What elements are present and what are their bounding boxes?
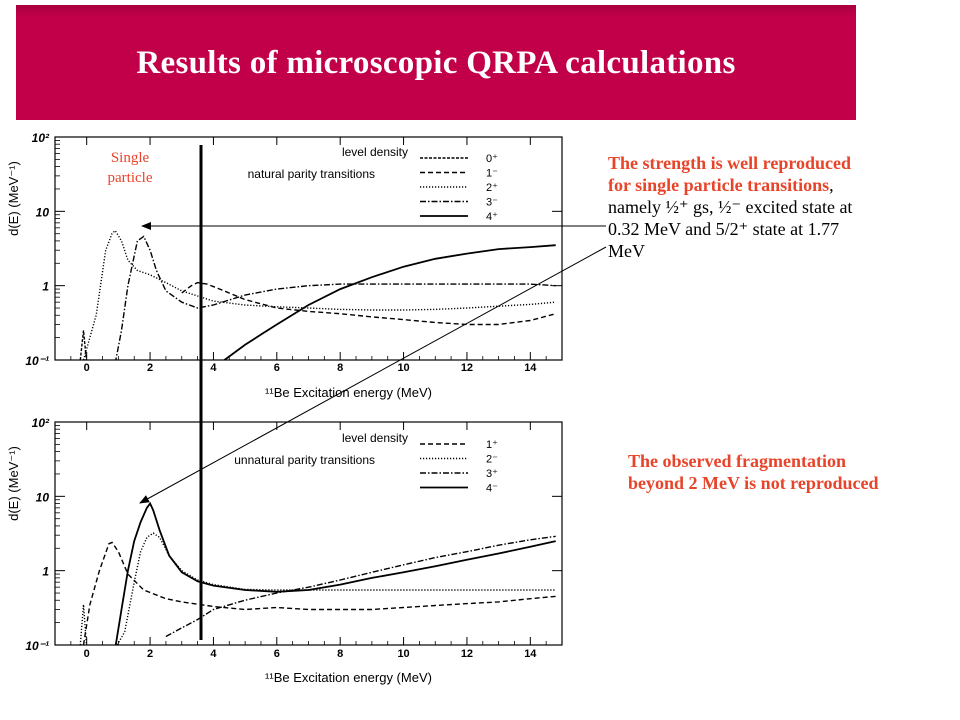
legend-label: 2⁺ xyxy=(486,182,498,194)
legend-label: 1⁻ xyxy=(486,168,498,180)
legend-label: 3⁺ xyxy=(486,468,498,480)
x-tick-label: 8 xyxy=(337,648,343,660)
title-banner: Results of microscopic QRPA calculations xyxy=(16,5,856,120)
banner-shading xyxy=(16,5,856,17)
x-tick-label: 12 xyxy=(461,648,473,660)
x-tick-label: 6 xyxy=(274,648,280,660)
series-line xyxy=(165,535,556,638)
note-strength-reproduced: The strength is well reproduced for sing… xyxy=(608,152,868,262)
x-tick-label: 0 xyxy=(84,362,90,374)
x-tick-label: 4 xyxy=(210,362,217,374)
series-line xyxy=(82,541,556,645)
x-axis-label: ¹¹Be Excitation energy (MeV) xyxy=(265,385,432,400)
y-tick-label: 10⁻¹ xyxy=(25,639,49,653)
legend-label: 4⁺ xyxy=(486,211,498,223)
legend-label: 2⁻ xyxy=(486,454,498,466)
legend-heading: level density xyxy=(342,431,408,445)
x-tick-label: 12 xyxy=(461,362,473,374)
y-tick-label: 1 xyxy=(42,280,49,294)
chart-unnatural-parity: 0 2 4 6 8 10 12 14 10⁻¹ 1 10 10² ¹¹Be Excitation ene… xyxy=(6,416,563,685)
legend-heading: unnatural parity transitions xyxy=(234,453,375,467)
y-tick-label: 10² xyxy=(32,416,50,430)
x-tick-label: 4 xyxy=(210,648,217,660)
y-axis-label: d(E) (MeV⁻¹) xyxy=(6,161,21,236)
x-tick-label: 14 xyxy=(524,362,537,374)
legend-label: 0⁺ xyxy=(486,153,498,165)
x-tick-label: 0 xyxy=(84,648,90,660)
x-tick-label: 14 xyxy=(524,648,537,660)
y-tick-label: 1 xyxy=(42,565,49,579)
series-line xyxy=(222,244,556,360)
single-particle-line-2: particle xyxy=(107,170,153,186)
series-line xyxy=(181,281,556,326)
note-strength-plain: , namely ½⁺ gs, ½⁻ excited state at 0.32… xyxy=(608,175,853,261)
series-line xyxy=(79,330,88,360)
x-tick-label: 6 xyxy=(274,362,280,374)
x-tick-label: 2 xyxy=(147,362,153,374)
series-line xyxy=(115,235,556,360)
legend-heading: level density xyxy=(342,145,408,159)
chart-natural-parity: 0 2 4 6 8 10 12 14 10⁻¹ 1 10 10² ¹¹Be Excitation ene… xyxy=(6,131,563,400)
legend-label: 3⁻ xyxy=(486,197,498,209)
y-tick-label: 10 xyxy=(36,205,50,219)
y-axis-label: d(E) (MeV⁻¹) xyxy=(6,446,21,521)
x-tick-label: 2 xyxy=(147,648,153,660)
arrow-fragmentation xyxy=(139,246,607,504)
series-line xyxy=(82,229,556,360)
y-tick-label: 10⁻¹ xyxy=(25,354,49,368)
legend-label: 1⁺ xyxy=(486,439,498,451)
x-axis-label: ¹¹Be Excitation energy (MeV) xyxy=(265,670,432,685)
single-particle-line-1: Single xyxy=(110,150,150,166)
legend-heading: natural parity transitions xyxy=(248,167,375,181)
note-strength-bold: The strength is well reproduced for sing… xyxy=(608,153,852,195)
x-tick-label: 8 xyxy=(337,362,343,374)
single-particle-label: Single particle xyxy=(90,148,170,188)
legend-label: 4⁻ xyxy=(486,483,498,495)
series-line xyxy=(114,501,556,645)
slide-title: Results of microscopic QRPA calculations xyxy=(136,45,736,81)
y-tick-label: 10² xyxy=(32,131,50,145)
y-tick-label: 10 xyxy=(36,490,50,504)
series-line xyxy=(79,532,556,645)
x-tick-label: 10 xyxy=(397,648,409,660)
note-fragmentation: The observed fragmentation beyond 2 MeV … xyxy=(628,451,879,493)
x-tick-label: 10 xyxy=(397,362,409,374)
